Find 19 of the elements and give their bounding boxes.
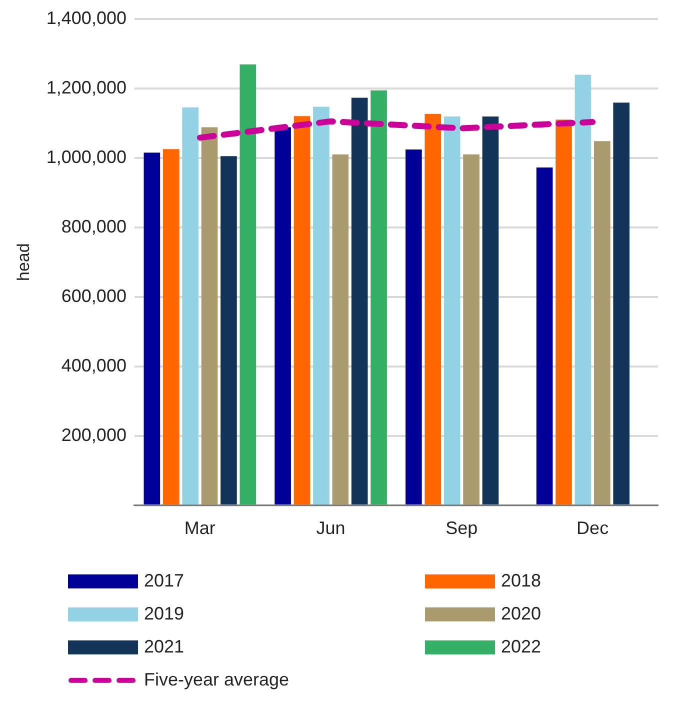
y-tick-label: 400,000 — [61, 355, 126, 376]
y-tick-label: 200,000 — [61, 424, 126, 445]
x-tick-label: Mar — [184, 518, 216, 538]
legend-label: Five-year average — [144, 669, 290, 690]
y-tick-label: 1,200,000 — [46, 77, 126, 98]
legend-label: 2018 — [501, 570, 542, 590]
x-tick-label: Dec — [576, 518, 609, 538]
y-tick-label: 1,400,000 — [46, 8, 126, 28]
y-tick-label: 800,000 — [61, 216, 126, 236]
legend-label: 2022 — [501, 636, 542, 656]
legend-label: 2019 — [144, 603, 184, 624]
y-tick-label: 1,000,000 — [46, 146, 126, 167]
x-tick-label: Sep — [446, 518, 478, 538]
y-tick-label: 600,000 — [61, 286, 126, 306]
x-tick-label: Jun — [316, 518, 346, 538]
legend-label: 2017 — [144, 570, 184, 590]
legend-label: 2020 — [501, 603, 542, 624]
y-axis-title: head — [14, 243, 33, 282]
legend-label: 2021 — [144, 636, 184, 656]
